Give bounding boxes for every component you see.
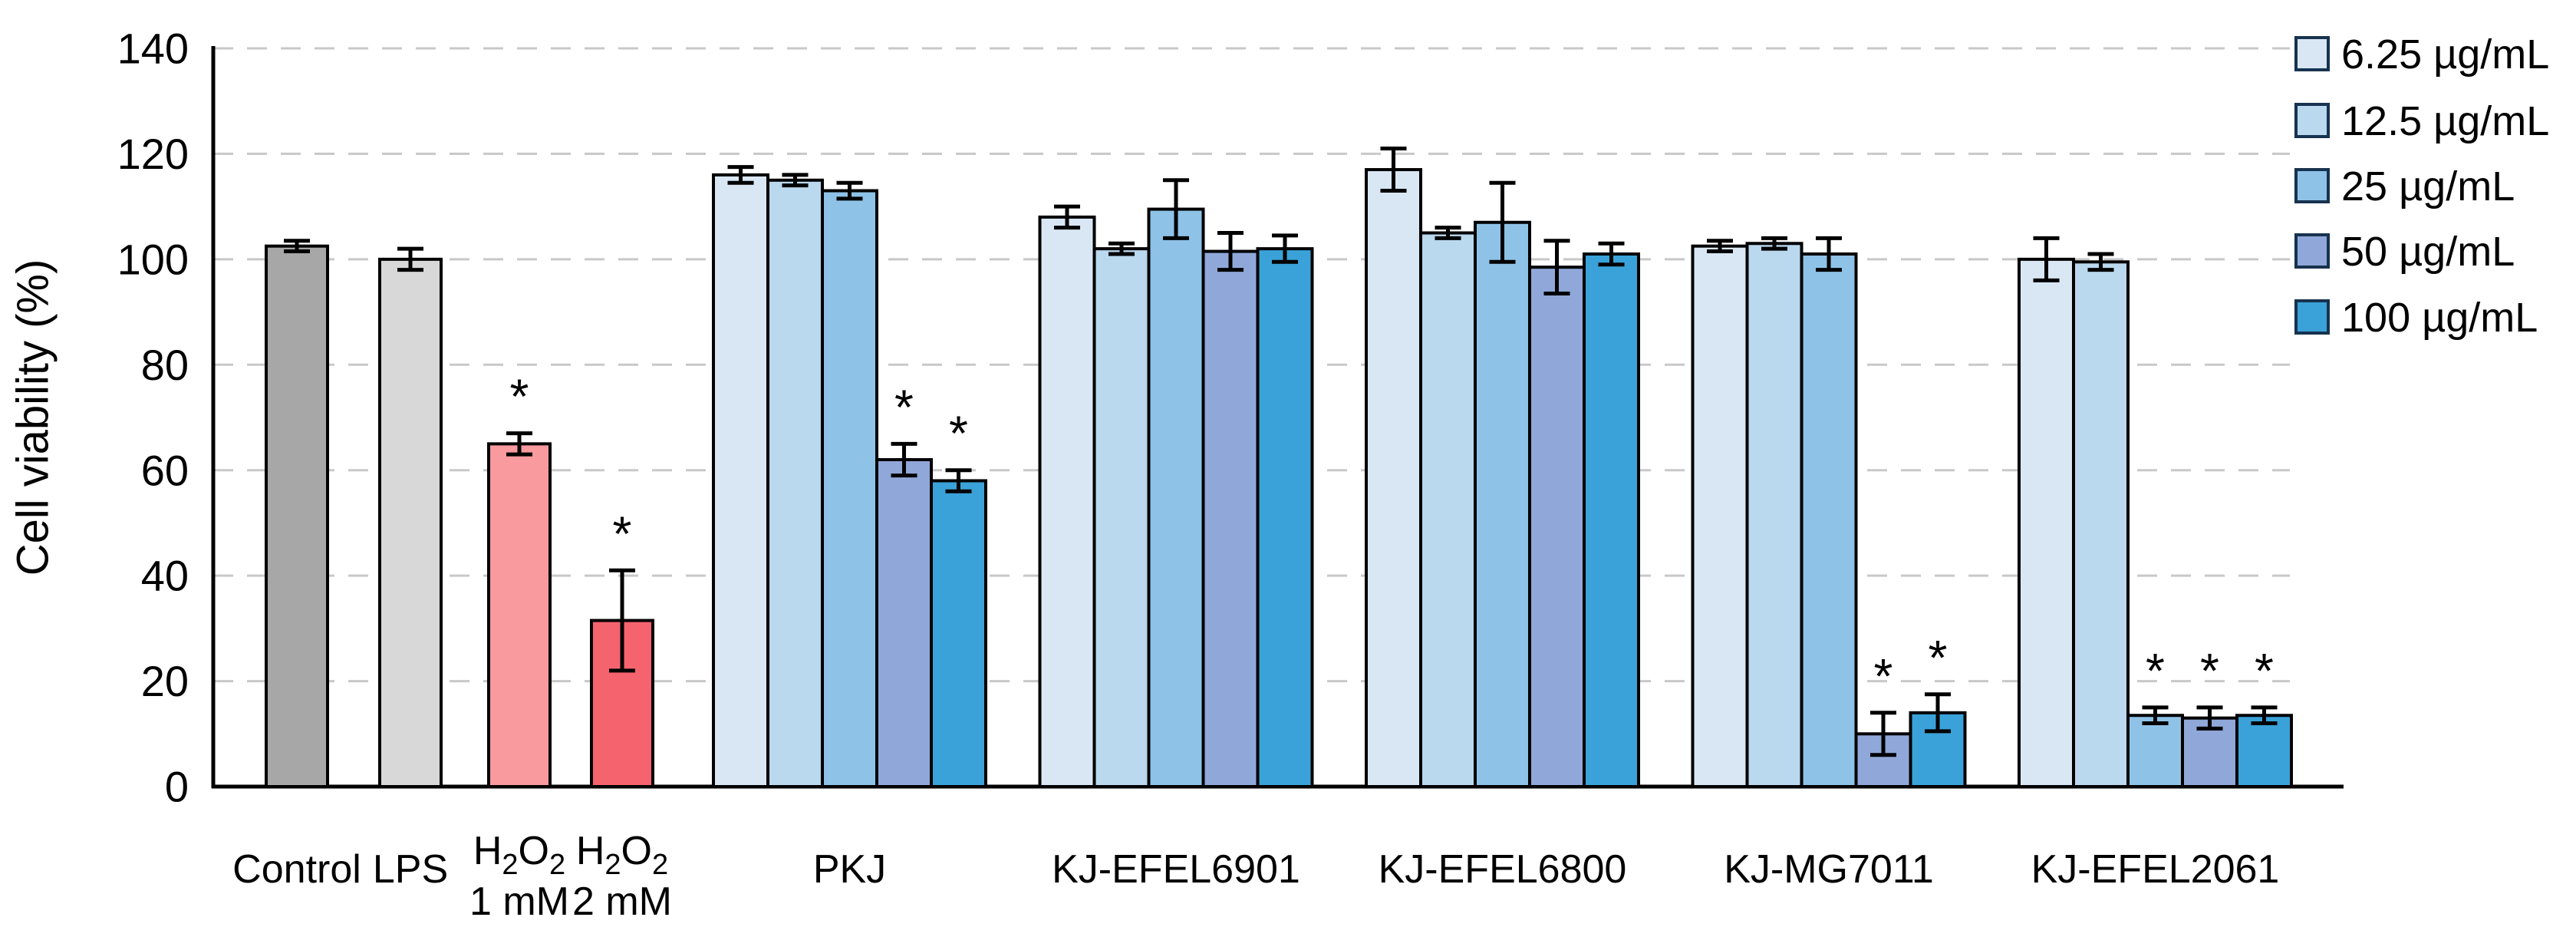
bar [1745, 242, 1804, 788]
legend-label: 6.25 µg/mL [2341, 31, 2549, 78]
bar [265, 244, 329, 788]
legend-label: 25 µg/mL [2341, 163, 2515, 210]
significance-asterisk: * [2255, 643, 2274, 698]
legend-swatch [2294, 233, 2330, 269]
bar [1691, 244, 1749, 788]
x-axis-group-label: KJ-EFEL2061 [2031, 847, 2280, 892]
bar [1092, 247, 1151, 789]
x-axis-label: LPS [373, 847, 448, 892]
bar [930, 479, 987, 788]
significance-asterisk: * [2200, 643, 2219, 698]
significance-asterisk: * [2146, 643, 2165, 698]
legend-label: 50 µg/mL [2341, 229, 2515, 275]
bar [1419, 231, 1477, 788]
y-tick-label: 140 [117, 25, 189, 73]
x-axis-group-label: PKJ [813, 847, 886, 892]
legend-swatch [2294, 168, 2330, 203]
significance-asterisk: * [613, 506, 632, 561]
x-axis-label-line2: 1 mM [469, 879, 569, 924]
x-axis-label: H2O2 [473, 829, 565, 881]
y-tick-label: 80 [141, 341, 189, 389]
bar [2235, 714, 2293, 788]
y-tick-label: 60 [141, 446, 189, 494]
bar [378, 257, 443, 789]
x-axis-group-label: KJ-EFEL6901 [1052, 847, 1300, 892]
y-tick-label: 40 [141, 552, 189, 600]
significance-asterisk: * [510, 369, 529, 424]
bar [1038, 215, 1096, 788]
significance-asterisk: * [894, 379, 914, 434]
bar [875, 457, 933, 788]
bar [712, 173, 769, 788]
legend-swatch [2294, 299, 2330, 335]
legend-swatch [2294, 103, 2330, 138]
x-axis-group-label: KJ-MG7011 [1724, 847, 1934, 892]
bar [1800, 252, 1858, 788]
bar [1147, 207, 1205, 789]
y-tick-label: 20 [141, 657, 189, 705]
y-axis-title: Cell viability (%) [8, 259, 58, 576]
bar [1474, 220, 1531, 788]
bar [766, 178, 824, 789]
bar [821, 189, 878, 788]
bar [2072, 260, 2130, 788]
legend-swatch [2294, 36, 2330, 71]
bar [2018, 257, 2075, 789]
y-tick-label: 0 [165, 763, 189, 811]
y-tick-label: 100 [117, 235, 189, 283]
x-axis-group-label: KJ-EFEL6800 [1379, 847, 1627, 892]
bar [1583, 252, 1640, 788]
bar [1528, 266, 1586, 788]
legend-label: 12.5 µg/mL [2341, 98, 2549, 144]
bar [1201, 249, 1260, 788]
x-axis-label: Control [232, 847, 361, 892]
x-axis-label: H2O2 [576, 829, 668, 881]
legend-label: 100 µg/mL [2341, 295, 2538, 341]
significance-asterisk: * [1874, 648, 1893, 704]
significance-asterisk: * [949, 406, 968, 461]
bar [1365, 168, 1422, 789]
bar [487, 442, 552, 788]
bar [1256, 247, 1314, 789]
bar [2126, 714, 2184, 788]
y-tick-label: 120 [117, 130, 189, 178]
significance-asterisk: * [1929, 630, 1948, 685]
x-axis-label-line2: 2 mM [572, 879, 672, 924]
